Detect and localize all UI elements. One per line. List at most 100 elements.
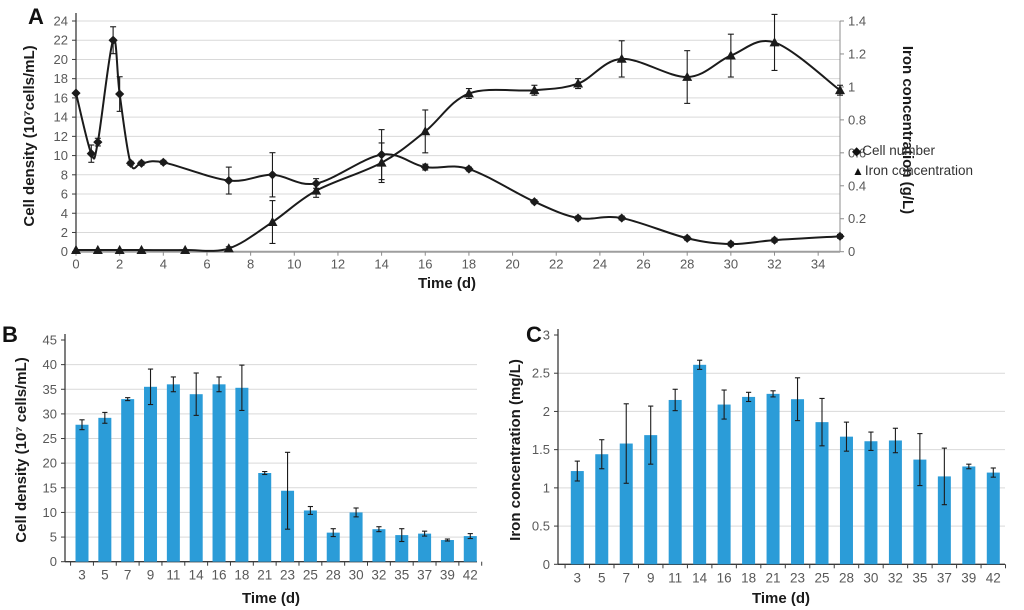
legend-item-cell-number: ◆Cell number <box>852 141 973 161</box>
y-tick-label: 0 <box>543 557 550 572</box>
x-category-label: 32 <box>888 570 903 585</box>
x-category-label: 5 <box>101 568 109 583</box>
x-category-label: 35 <box>394 568 409 583</box>
x-tick-label: 30 <box>724 257 738 272</box>
x-tick-label: 10 <box>287 257 301 272</box>
right-tick-label: 0.8 <box>848 112 866 127</box>
bar-day-30 <box>349 512 363 562</box>
panel-b-label: B <box>2 322 18 347</box>
y-tick-label: 25 <box>43 431 57 446</box>
right-tick-label: 1.4 <box>848 14 866 29</box>
left-tick-label: 20 <box>54 52 68 67</box>
bar-day-11 <box>166 384 180 562</box>
x-category-label: 42 <box>463 568 478 583</box>
x-tick-label: 22 <box>549 257 563 272</box>
chart-a-x-axis-title: Time (d) <box>418 275 476 292</box>
diamond-marker <box>420 162 430 172</box>
bar-day-30 <box>864 441 878 565</box>
diamond-marker <box>573 213 583 223</box>
left-tick-label: 14 <box>54 110 68 125</box>
x-category-label: 5 <box>598 570 606 585</box>
triangle-marker <box>376 157 387 167</box>
triangle-marker <box>529 85 540 95</box>
y-tick-label: 10 <box>43 505 57 520</box>
bar-day-32 <box>888 440 902 565</box>
x-tick-label: 14 <box>374 257 388 272</box>
bar-day-18 <box>742 396 756 565</box>
bar-day-14 <box>189 394 203 562</box>
triangle-marker <box>223 243 234 253</box>
x-category-label: 14 <box>189 568 205 583</box>
x-category-label: 7 <box>622 570 630 585</box>
y-tick-label: 0 <box>50 554 57 569</box>
bar-day-35 <box>395 535 409 562</box>
right-tick-label: 1.2 <box>848 46 866 61</box>
x-category-label: 21 <box>257 568 272 583</box>
x-tick-label: 26 <box>636 257 650 272</box>
bar-day-14 <box>693 364 707 565</box>
diamond-marker <box>86 149 96 159</box>
bar-day-42 <box>463 536 477 562</box>
x-category-label: 18 <box>741 570 756 585</box>
x-category-label: 35 <box>912 570 927 585</box>
diamond-marker-icon: ◆ <box>852 144 862 158</box>
x-category-label: 16 <box>212 568 227 583</box>
bar-day-9 <box>644 435 658 565</box>
legend-item-iron-concentration: ▲Iron concentration <box>852 161 973 181</box>
triangle-marker <box>180 244 191 254</box>
diamond-marker <box>93 137 103 147</box>
bar-day-42 <box>986 472 1000 565</box>
bar-day-32 <box>372 529 386 562</box>
right-tick-label: 0.2 <box>848 211 866 226</box>
x-category-label: 39 <box>961 570 976 585</box>
x-tick-label: 12 <box>331 257 345 272</box>
y-tick-label: 2.5 <box>532 366 550 381</box>
diamond-marker <box>769 235 780 245</box>
chart-a-plot-area: 02468101214161820222400.20.40.60.811.21.… <box>54 13 866 272</box>
diamond-marker <box>125 158 136 168</box>
x-category-label: 18 <box>234 568 249 583</box>
x-category-label: 42 <box>986 570 1001 585</box>
triangle-marker <box>616 53 627 63</box>
bar-day-3 <box>570 471 584 565</box>
x-tick-label: 18 <box>462 257 476 272</box>
y-tick-label: 45 <box>43 333 57 348</box>
bar-day-18 <box>235 387 249 562</box>
diamond-marker <box>115 89 125 99</box>
chart-c-bar-plot: 00.511.522.533 5 7 9 11 14 16 18 21 23 25 28 30 32 35 3… <box>507 328 1007 607</box>
left-tick-label: 6 <box>61 187 68 202</box>
triangle-marker <box>114 244 125 254</box>
panel-a-label: A <box>28 4 44 29</box>
x-category-label: 3 <box>574 570 582 585</box>
x-category-label: 16 <box>717 570 732 585</box>
diamond-marker <box>136 158 147 168</box>
bar-day-39 <box>962 466 976 565</box>
y-tick-label: 15 <box>43 480 57 495</box>
chart-c-y-axis-title: Iron concentration (mg/L) <box>507 359 524 541</box>
diamond-marker <box>108 35 118 45</box>
triangle-marker <box>835 85 845 95</box>
chart-b-x-axis-title: Time (d) <box>242 590 300 607</box>
left-tick-label: 4 <box>61 206 68 221</box>
x-tick-label: 28 <box>680 257 694 272</box>
y-tick-label: 20 <box>43 456 57 471</box>
y-tick-label: 1 <box>543 480 550 495</box>
bar-day-16 <box>717 404 731 565</box>
x-tick-label: 8 <box>247 257 254 272</box>
x-category-label: 9 <box>147 568 155 583</box>
x-category-label: 9 <box>647 570 655 585</box>
triangle-marker <box>311 185 322 195</box>
y-tick-label: 35 <box>43 382 57 397</box>
bar-day-37 <box>418 533 432 562</box>
left-tick-label: 2 <box>61 225 68 240</box>
bar-day-35 <box>913 459 927 565</box>
left-tick-label: 8 <box>61 167 68 182</box>
x-category-label: 30 <box>349 568 364 583</box>
y-tick-label: 30 <box>43 406 57 421</box>
chart-a-line-plot: 02468101214161820222400.20.40.60.811.21.… <box>21 13 916 292</box>
x-category-label: 11 <box>166 568 180 583</box>
x-tick-label: 20 <box>505 257 519 272</box>
x-category-label: 14 <box>692 570 708 585</box>
right-tick-label: 0 <box>848 244 855 259</box>
